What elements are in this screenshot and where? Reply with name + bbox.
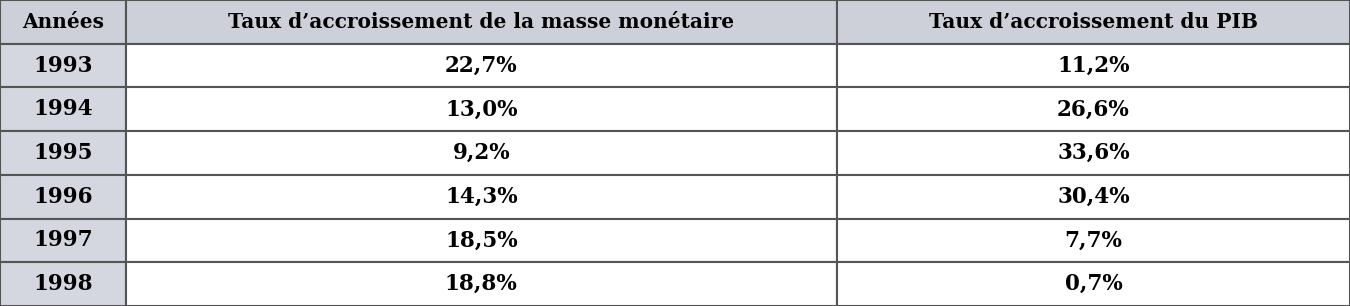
Bar bbox=[126, 175, 837, 218]
Text: 1998: 1998 bbox=[32, 273, 93, 295]
Bar bbox=[837, 44, 1350, 88]
Bar bbox=[837, 175, 1350, 218]
Bar bbox=[837, 88, 1350, 131]
Bar bbox=[126, 218, 837, 262]
Text: 13,0%: 13,0% bbox=[446, 98, 517, 120]
Bar bbox=[126, 262, 837, 306]
Bar bbox=[837, 131, 1350, 175]
Bar bbox=[0, 262, 126, 306]
Text: 1997: 1997 bbox=[32, 230, 93, 252]
Bar bbox=[126, 44, 837, 88]
Bar bbox=[837, 0, 1350, 44]
Text: 1993: 1993 bbox=[32, 54, 93, 76]
Text: 26,6%: 26,6% bbox=[1057, 98, 1130, 120]
Bar bbox=[126, 88, 837, 131]
Text: 0,7%: 0,7% bbox=[1065, 273, 1122, 295]
Bar bbox=[0, 131, 126, 175]
Bar bbox=[0, 218, 126, 262]
Text: Taux d’accroissement du PIB: Taux d’accroissement du PIB bbox=[929, 12, 1258, 32]
Text: Taux d’accroissement de la masse monétaire: Taux d’accroissement de la masse monétai… bbox=[228, 12, 734, 32]
Text: 1994: 1994 bbox=[32, 98, 93, 120]
Bar bbox=[0, 88, 126, 131]
Text: 11,2%: 11,2% bbox=[1057, 54, 1130, 76]
Text: 18,8%: 18,8% bbox=[446, 273, 517, 295]
Text: 1995: 1995 bbox=[32, 142, 93, 164]
Text: 22,7%: 22,7% bbox=[446, 54, 517, 76]
Text: 33,6%: 33,6% bbox=[1057, 142, 1130, 164]
Text: 1996: 1996 bbox=[32, 186, 93, 208]
Bar bbox=[126, 0, 837, 44]
Bar bbox=[0, 44, 126, 88]
Text: 7,7%: 7,7% bbox=[1065, 230, 1122, 252]
Text: Années: Années bbox=[22, 12, 104, 32]
Bar bbox=[837, 262, 1350, 306]
Bar bbox=[837, 218, 1350, 262]
Bar bbox=[0, 175, 126, 218]
Bar bbox=[126, 131, 837, 175]
Text: 9,2%: 9,2% bbox=[452, 142, 510, 164]
Bar bbox=[0, 0, 126, 44]
Text: 30,4%: 30,4% bbox=[1057, 186, 1130, 208]
Text: 18,5%: 18,5% bbox=[446, 230, 517, 252]
Text: 14,3%: 14,3% bbox=[446, 186, 517, 208]
